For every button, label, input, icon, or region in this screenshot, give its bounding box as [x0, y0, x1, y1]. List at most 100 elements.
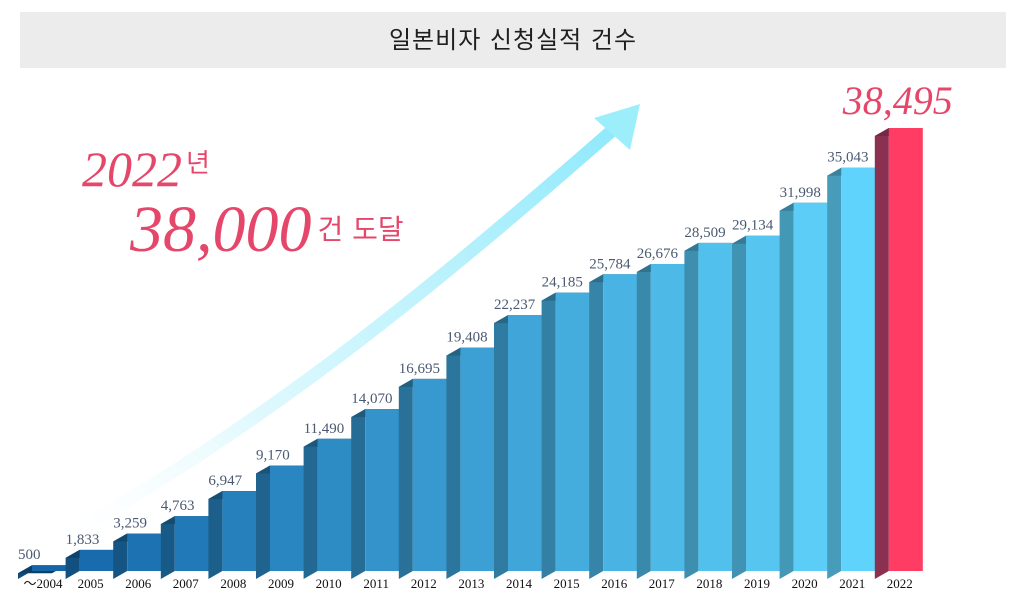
title-bar: 일본비자 신청실적 건수	[20, 12, 1006, 68]
headline-year-line: 2022 년	[82, 140, 210, 198]
value-label: 35,043	[827, 150, 868, 166]
bar-side	[494, 315, 508, 579]
x-tick-label: 2022	[887, 576, 913, 591]
x-tick-label: 2006	[125, 576, 152, 591]
bar-front	[222, 491, 257, 571]
bar-front	[888, 128, 923, 571]
value-label: 11,490	[304, 421, 345, 437]
bar-front	[270, 465, 304, 571]
headline-count-line: 38,000 건 도달	[130, 192, 404, 268]
value-label: 14,070	[351, 391, 392, 407]
value-label: 3,259	[113, 515, 147, 531]
bar-2008	[208, 491, 257, 579]
bar-side	[303, 438, 318, 579]
bar-front	[650, 264, 685, 571]
bar-2022	[874, 128, 923, 579]
bar-side	[351, 409, 366, 579]
bar-side	[208, 491, 223, 579]
x-tick-label: 2014	[506, 576, 533, 591]
bar-front	[508, 315, 542, 571]
value-label: 38,495	[842, 78, 953, 123]
bar-2007	[160, 516, 209, 579]
bar-2014	[494, 315, 542, 579]
bar-side	[589, 274, 604, 579]
bar-front	[412, 378, 447, 571]
x-tick-label: 2021	[839, 576, 865, 591]
bar-front	[555, 292, 590, 571]
trend-arrow-head	[594, 104, 640, 150]
bar-side	[636, 264, 651, 579]
value-label: 25,784	[589, 256, 631, 272]
trend-arrow-shaft	[38, 121, 622, 555]
bar-2015	[541, 292, 590, 579]
bar-2006	[113, 533, 162, 579]
x-tick-label: 2012	[411, 576, 437, 591]
headline-count: 38,000	[130, 193, 312, 266]
bar-front	[127, 533, 162, 571]
bar-side	[446, 347, 461, 579]
bar-side	[256, 465, 270, 579]
bar-2020	[779, 202, 828, 579]
bar-front	[32, 565, 66, 571]
headline-year: 2022	[82, 141, 182, 197]
bar-2019	[732, 235, 780, 580]
bar-2011	[351, 409, 400, 579]
x-tick-label: 2018	[696, 576, 722, 591]
bar-2009	[256, 465, 304, 579]
bar-side	[732, 235, 746, 580]
bar-front	[841, 167, 876, 571]
bar-2010	[303, 438, 352, 579]
x-tick-label: 2005	[78, 576, 104, 591]
value-label: 500	[18, 547, 41, 563]
value-label: 22,237	[494, 297, 536, 313]
bar-2012	[398, 378, 447, 579]
x-tick-label: 2020	[792, 576, 818, 591]
x-tick-label: 2009	[268, 576, 294, 591]
bar-side	[684, 242, 699, 579]
value-label: 29,134	[732, 218, 774, 234]
x-tick-label: 2007	[173, 576, 200, 591]
bar-2017	[636, 264, 685, 579]
bar-front	[79, 549, 114, 571]
bar-side	[779, 202, 794, 579]
bar-2021	[827, 167, 876, 579]
bar-front	[793, 202, 828, 571]
value-label: 19,408	[446, 330, 487, 346]
bar-side	[874, 128, 889, 579]
value-label: 26,676	[637, 246, 679, 262]
value-label: 1,833	[66, 532, 100, 548]
bar-front	[365, 409, 400, 571]
x-tick-label: ～2004	[23, 576, 63, 591]
x-tick-label: 2011	[363, 576, 389, 591]
bar-front	[174, 516, 209, 571]
x-tick-label: 2019	[744, 576, 770, 591]
value-label: 28,509	[684, 225, 725, 241]
x-tick-label: 2008	[220, 576, 246, 591]
bar-2018	[684, 242, 733, 579]
bar-～2004	[18, 565, 66, 579]
value-label: 24,185	[542, 275, 583, 291]
value-label: 4,763	[161, 498, 195, 514]
x-tick-label: 2010	[316, 576, 342, 591]
bar-side	[541, 292, 556, 579]
bar-side	[160, 516, 175, 579]
bar-front	[746, 235, 780, 572]
headline-count-suffix: 건 도달	[317, 213, 404, 246]
bar-side	[113, 533, 128, 579]
bar-side	[827, 167, 842, 579]
bar-2016	[589, 274, 638, 579]
x-tick-label: 2016	[601, 576, 628, 591]
x-tick-label: 2013	[458, 576, 484, 591]
bar-front	[460, 347, 495, 571]
value-label: 6,947	[208, 473, 242, 489]
bar-side	[398, 378, 413, 579]
bar-2005	[65, 549, 114, 579]
bar-front	[603, 274, 638, 571]
headline-year-suffix: 년	[186, 149, 210, 179]
x-tick-label: 2017	[649, 576, 676, 591]
value-label: 16,695	[399, 361, 440, 377]
value-label: 9,170	[256, 447, 290, 463]
bar-2013	[446, 347, 495, 579]
bar-front	[698, 242, 733, 571]
